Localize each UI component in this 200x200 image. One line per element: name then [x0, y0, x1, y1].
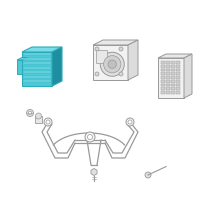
Polygon shape	[52, 47, 62, 86]
Polygon shape	[171, 84, 175, 86]
Polygon shape	[22, 52, 52, 86]
Circle shape	[88, 134, 92, 140]
Polygon shape	[35, 116, 42, 123]
Circle shape	[95, 47, 99, 51]
Polygon shape	[161, 84, 165, 86]
Polygon shape	[176, 72, 180, 75]
Polygon shape	[128, 40, 138, 80]
Polygon shape	[171, 91, 175, 94]
Circle shape	[36, 113, 42, 119]
Polygon shape	[158, 54, 192, 58]
Circle shape	[85, 132, 95, 142]
Polygon shape	[166, 80, 170, 83]
Polygon shape	[171, 76, 175, 79]
Polygon shape	[171, 80, 175, 83]
Circle shape	[145, 172, 151, 178]
Circle shape	[44, 118, 52, 126]
Polygon shape	[93, 40, 138, 45]
Polygon shape	[161, 61, 165, 64]
Polygon shape	[171, 65, 175, 68]
Polygon shape	[176, 91, 180, 94]
Circle shape	[28, 111, 32, 115]
Polygon shape	[96, 50, 107, 63]
Circle shape	[104, 56, 121, 73]
Polygon shape	[23, 67, 51, 69]
Polygon shape	[161, 72, 165, 75]
Polygon shape	[176, 84, 180, 86]
Polygon shape	[23, 62, 51, 64]
Polygon shape	[161, 87, 165, 90]
Circle shape	[46, 120, 50, 124]
Polygon shape	[23, 53, 51, 55]
Polygon shape	[171, 61, 175, 64]
Polygon shape	[166, 65, 170, 68]
Polygon shape	[176, 65, 180, 68]
Circle shape	[95, 72, 99, 76]
Polygon shape	[23, 71, 51, 73]
Circle shape	[126, 118, 134, 126]
Polygon shape	[161, 65, 165, 68]
Polygon shape	[161, 76, 165, 79]
Circle shape	[100, 52, 124, 76]
Polygon shape	[23, 58, 51, 60]
Polygon shape	[166, 87, 170, 90]
Polygon shape	[166, 61, 170, 64]
Circle shape	[119, 72, 123, 76]
Polygon shape	[158, 58, 184, 98]
Polygon shape	[22, 47, 62, 52]
Polygon shape	[171, 69, 175, 71]
Polygon shape	[176, 80, 180, 83]
Polygon shape	[161, 69, 165, 71]
Polygon shape	[176, 76, 180, 79]
Polygon shape	[176, 61, 180, 64]
Polygon shape	[17, 60, 22, 74]
Circle shape	[108, 60, 116, 68]
Circle shape	[128, 120, 132, 124]
Circle shape	[119, 47, 123, 51]
Polygon shape	[171, 87, 175, 90]
Circle shape	[26, 110, 34, 116]
Polygon shape	[17, 58, 27, 60]
Polygon shape	[93, 45, 128, 80]
Polygon shape	[184, 54, 192, 98]
Polygon shape	[166, 69, 170, 71]
Polygon shape	[176, 69, 180, 71]
Polygon shape	[166, 76, 170, 79]
Polygon shape	[166, 91, 170, 94]
Polygon shape	[161, 80, 165, 83]
Polygon shape	[23, 80, 51, 82]
Polygon shape	[176, 87, 180, 90]
Polygon shape	[166, 72, 170, 75]
Polygon shape	[23, 76, 51, 78]
Polygon shape	[161, 91, 165, 94]
Polygon shape	[166, 84, 170, 86]
Polygon shape	[171, 72, 175, 75]
